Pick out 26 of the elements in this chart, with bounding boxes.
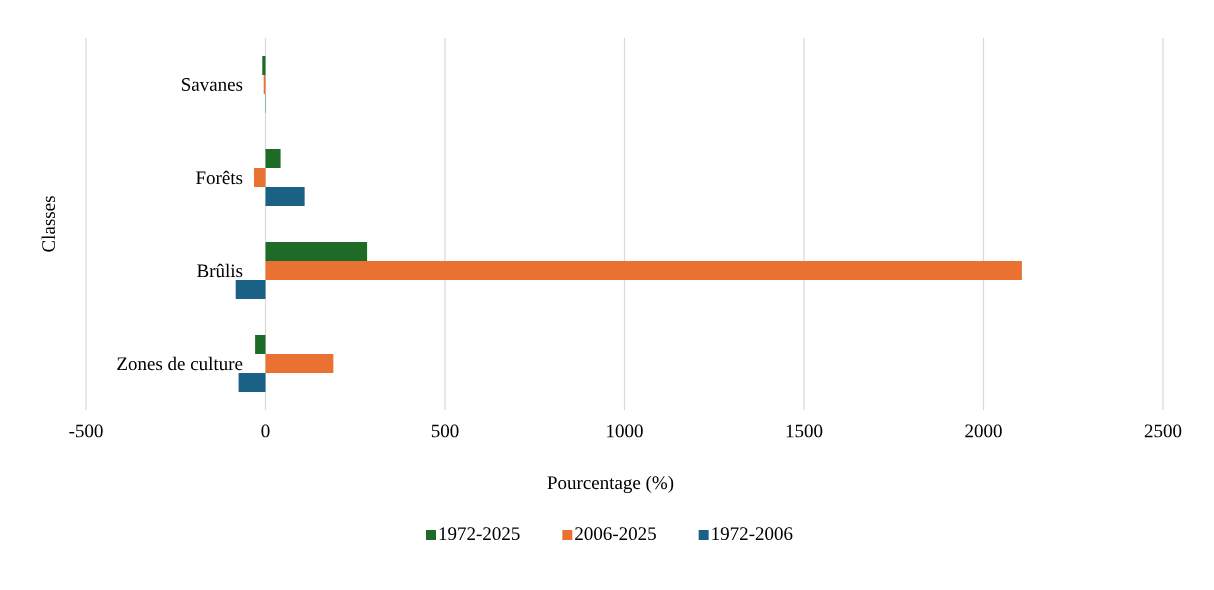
x-tick-label: 1500 [786, 424, 823, 438]
y-tick-label: Zones de culture [117, 356, 243, 371]
y-tick-label: Savanes [181, 78, 243, 91]
bar [265, 187, 305, 206]
y-axis-title: Classes [41, 196, 55, 252]
bar [265, 354, 334, 373]
y-tick-label: Forêts [196, 170, 243, 185]
x-tick-label: 0 [261, 424, 270, 438]
x-tick-label: 500 [431, 424, 459, 438]
y-tick-label: Brûlis [197, 263, 243, 278]
x-axis-title: Pourcentage (%) [547, 475, 674, 494]
x-tick-label: 2000 [965, 424, 1002, 438]
bar [254, 168, 266, 187]
legend-label: 1972-2025 [439, 527, 520, 541]
legend-label: 2006-2025 [575, 527, 656, 541]
bar [238, 373, 266, 392]
bar [265, 242, 368, 261]
legend-label: 1972-2006 [712, 527, 793, 541]
bar [262, 56, 266, 75]
bar [255, 335, 266, 354]
x-tick-label: 1000 [607, 424, 643, 438]
bar [265, 261, 1022, 280]
x-tick-label: 2500 [1144, 424, 1182, 438]
x-tick-label: -500 [69, 424, 103, 438]
bar [235, 280, 266, 299]
bar [265, 149, 281, 168]
